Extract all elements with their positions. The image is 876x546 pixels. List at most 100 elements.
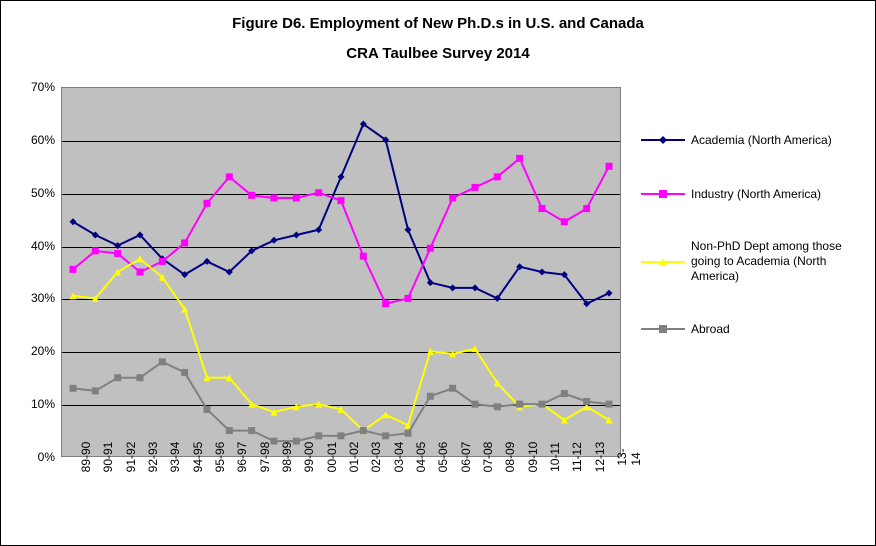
series-marker [226, 173, 233, 180]
x-tick-label: 08-09 [503, 442, 517, 473]
chart-title: Figure D6. Employment of New Ph.D.s in U… [1, 15, 875, 32]
legend-swatch [641, 131, 685, 149]
series-line [73, 362, 609, 441]
series-marker [494, 173, 501, 180]
legend-item: Industry (North America) [641, 185, 861, 203]
series-marker [427, 393, 434, 400]
series-marker [181, 239, 188, 246]
series-marker [204, 200, 211, 207]
series-marker [583, 398, 590, 405]
series-marker [449, 385, 456, 392]
series-marker [583, 205, 590, 212]
series-marker [405, 226, 412, 233]
series-marker [271, 237, 278, 244]
series-marker [315, 189, 322, 196]
series-marker [315, 226, 322, 233]
y-tick-label: 50% [19, 187, 55, 199]
x-tick-label: 95-96 [213, 442, 227, 473]
series-marker [449, 195, 456, 202]
legend-label: Academia (North America) [691, 133, 861, 148]
series-marker [516, 401, 523, 408]
series-marker [181, 369, 188, 376]
series-marker [137, 255, 144, 262]
series-marker [561, 390, 568, 397]
legend-label: Non-PhD Dept among those going to Academ… [691, 239, 861, 284]
legend-label: Industry (North America) [691, 187, 861, 202]
series-marker [92, 247, 99, 254]
legend: Academia (North America) Industry (North … [641, 131, 861, 338]
series-marker [248, 192, 255, 199]
legend-item: Abroad [641, 320, 861, 338]
x-tick-label: 06-07 [459, 442, 473, 473]
x-tick-label: 89-90 [79, 442, 93, 473]
series-marker [539, 205, 546, 212]
series-marker [427, 245, 434, 252]
series-marker [114, 250, 121, 257]
series-marker [382, 300, 389, 307]
series-marker [606, 401, 613, 408]
series-marker [114, 242, 121, 249]
x-tick-label: 11-12 [570, 442, 584, 472]
x-tick-label: 10-11 [548, 442, 562, 472]
series-marker [338, 173, 345, 180]
x-tick-label: 07-08 [481, 442, 495, 473]
series-marker [70, 266, 77, 273]
y-tick-label: 40% [19, 240, 55, 252]
x-tick-label: 12-13 [593, 442, 607, 473]
chart-subtitle: CRA Taulbee Survey 2014 [1, 45, 875, 62]
series-marker [159, 358, 166, 365]
series-marker [70, 385, 77, 392]
y-tick-label: 60% [19, 134, 55, 146]
x-tick-label: 05-06 [436, 442, 450, 473]
series-marker [561, 218, 568, 225]
y-tick-label: 0% [19, 451, 55, 463]
x-tick-label: 00-01 [325, 442, 339, 473]
x-tick-label: 91-92 [124, 442, 138, 473]
series-marker [137, 269, 144, 276]
series-marker [427, 279, 434, 286]
series-marker [293, 232, 300, 239]
legend-item: Academia (North America) [641, 131, 861, 149]
x-tick-label: 93-94 [168, 442, 182, 473]
series-marker [405, 430, 412, 437]
y-tick-label: 70% [19, 81, 55, 93]
series-marker [494, 403, 501, 410]
series-marker [92, 387, 99, 394]
series-marker [248, 427, 255, 434]
y-tick-label: 30% [19, 292, 55, 304]
series-marker [204, 406, 211, 413]
series-marker [293, 195, 300, 202]
series-marker [606, 290, 613, 297]
legend-swatch [641, 185, 685, 203]
series-marker [382, 411, 389, 418]
x-tick-label: 96-97 [235, 442, 249, 473]
series-marker [449, 284, 456, 291]
legend-label: Abroad [691, 322, 861, 337]
series-marker [338, 197, 345, 204]
series-marker [382, 432, 389, 439]
x-tick-label: 94-95 [191, 442, 205, 473]
series-marker [405, 295, 412, 302]
series-marker [137, 374, 144, 381]
legend-item: Non-PhD Dept among those going to Academ… [641, 239, 861, 284]
x-tick-label: 04-05 [414, 442, 428, 473]
x-tick-label: 03-04 [392, 442, 406, 473]
x-tick-label: 02-03 [369, 442, 383, 473]
y-tick-label: 20% [19, 345, 55, 357]
series-marker [226, 427, 233, 434]
x-tick-label: 09-10 [526, 442, 540, 473]
x-tick-label: 99-00 [302, 442, 316, 473]
series-marker [338, 432, 345, 439]
plot-wrap: 0%10%20%30%40%50%60%70%89-9090-9191-9292… [61, 87, 621, 457]
series-marker [472, 401, 479, 408]
series-marker [315, 432, 322, 439]
series-marker [271, 195, 278, 202]
y-tick-label: 10% [19, 398, 55, 410]
series-marker [472, 284, 479, 291]
series-marker [159, 258, 166, 265]
series-marker [606, 163, 613, 170]
x-tick-label: 90-91 [101, 442, 115, 473]
x-tick-label: 01-02 [347, 442, 361, 473]
series-marker [360, 253, 367, 260]
x-tick-label: 13-14 [615, 448, 643, 465]
